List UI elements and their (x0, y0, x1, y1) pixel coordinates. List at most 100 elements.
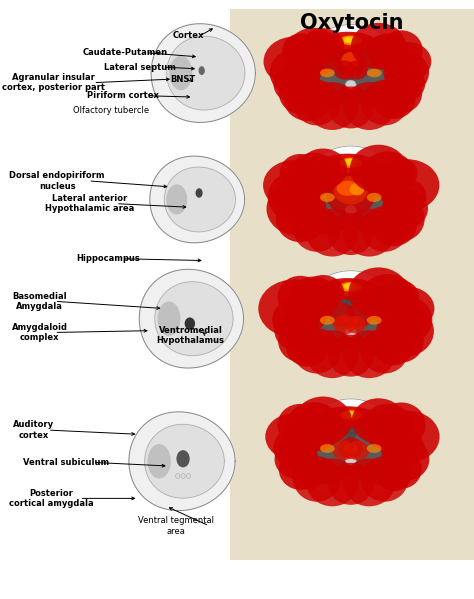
Polygon shape (145, 424, 224, 498)
Ellipse shape (299, 149, 347, 189)
Ellipse shape (344, 444, 357, 453)
Ellipse shape (274, 311, 319, 350)
Polygon shape (150, 156, 245, 243)
Ellipse shape (361, 206, 409, 252)
Ellipse shape (334, 60, 356, 80)
Ellipse shape (293, 80, 340, 125)
Ellipse shape (306, 82, 358, 130)
Ellipse shape (293, 328, 340, 374)
Ellipse shape (371, 204, 417, 246)
Ellipse shape (367, 444, 382, 453)
Ellipse shape (197, 329, 199, 332)
Ellipse shape (346, 302, 374, 327)
Ellipse shape (334, 315, 356, 334)
Text: Oxytocin: Oxytocin (300, 13, 404, 33)
Ellipse shape (361, 456, 409, 502)
Ellipse shape (295, 161, 359, 234)
Ellipse shape (181, 473, 185, 479)
Ellipse shape (279, 72, 322, 114)
Ellipse shape (292, 210, 324, 240)
Ellipse shape (346, 316, 365, 334)
Ellipse shape (367, 193, 382, 202)
Ellipse shape (366, 34, 409, 70)
Ellipse shape (345, 328, 356, 338)
Ellipse shape (346, 60, 368, 80)
Ellipse shape (380, 31, 423, 69)
Ellipse shape (302, 275, 344, 310)
Ellipse shape (202, 329, 204, 332)
Ellipse shape (340, 410, 362, 420)
Ellipse shape (338, 437, 363, 459)
Text: Auditory
cortex: Auditory cortex (13, 420, 55, 440)
Ellipse shape (320, 32, 375, 53)
Ellipse shape (272, 298, 319, 341)
Ellipse shape (258, 280, 330, 338)
Ellipse shape (295, 38, 359, 107)
Ellipse shape (268, 171, 323, 222)
Text: Posterior
cortical amygdala: Posterior cortical amygdala (9, 489, 93, 508)
Text: Caudate-Putamen: Caudate-Putamen (83, 48, 168, 58)
Text: Piriform cortex: Piriform cortex (87, 91, 159, 101)
Ellipse shape (367, 316, 382, 325)
Ellipse shape (380, 296, 432, 344)
Ellipse shape (386, 179, 427, 216)
Ellipse shape (320, 278, 375, 300)
Ellipse shape (336, 49, 366, 77)
Text: Lateral septum: Lateral septum (104, 62, 176, 72)
Ellipse shape (157, 301, 181, 336)
Bar (230, 9, 474, 560)
Ellipse shape (191, 329, 193, 332)
Ellipse shape (320, 193, 335, 202)
Ellipse shape (320, 444, 335, 453)
Ellipse shape (382, 188, 428, 229)
Ellipse shape (359, 274, 416, 323)
Ellipse shape (372, 78, 416, 119)
Ellipse shape (352, 298, 397, 341)
Polygon shape (129, 412, 235, 510)
Ellipse shape (343, 458, 395, 506)
Ellipse shape (306, 458, 358, 506)
Polygon shape (283, 146, 419, 253)
Ellipse shape (340, 35, 362, 45)
Ellipse shape (332, 441, 355, 460)
Ellipse shape (344, 69, 357, 77)
Text: Ventral tegmental
area: Ventral tegmental area (138, 516, 214, 536)
Ellipse shape (305, 174, 350, 219)
Ellipse shape (277, 276, 323, 317)
Ellipse shape (367, 69, 382, 77)
Ellipse shape (377, 403, 426, 447)
Ellipse shape (332, 407, 375, 425)
Ellipse shape (280, 154, 321, 192)
Ellipse shape (385, 158, 418, 188)
Ellipse shape (283, 34, 318, 66)
Ellipse shape (345, 80, 356, 90)
Polygon shape (283, 25, 419, 125)
Ellipse shape (328, 463, 374, 505)
Ellipse shape (332, 279, 375, 297)
Polygon shape (283, 271, 419, 374)
Ellipse shape (380, 73, 422, 113)
Ellipse shape (378, 196, 425, 241)
Ellipse shape (199, 66, 205, 75)
Ellipse shape (343, 37, 356, 43)
Polygon shape (164, 167, 236, 232)
Text: Basomedial
Amygdala: Basomedial Amygdala (12, 292, 66, 311)
Ellipse shape (320, 406, 375, 428)
Ellipse shape (283, 77, 332, 121)
Ellipse shape (279, 449, 322, 490)
Polygon shape (167, 36, 245, 110)
Ellipse shape (344, 193, 357, 202)
Ellipse shape (361, 328, 409, 374)
Ellipse shape (340, 158, 362, 168)
Text: Dorsal endopiriform
nucleus: Dorsal endopiriform nucleus (9, 171, 105, 190)
Ellipse shape (273, 63, 320, 104)
Text: Cortex: Cortex (173, 31, 204, 41)
Ellipse shape (375, 410, 439, 463)
Ellipse shape (388, 431, 425, 465)
Polygon shape (283, 399, 419, 502)
Ellipse shape (347, 441, 369, 460)
Ellipse shape (343, 82, 395, 130)
Ellipse shape (350, 145, 407, 193)
Ellipse shape (352, 174, 397, 219)
Ellipse shape (345, 456, 356, 467)
